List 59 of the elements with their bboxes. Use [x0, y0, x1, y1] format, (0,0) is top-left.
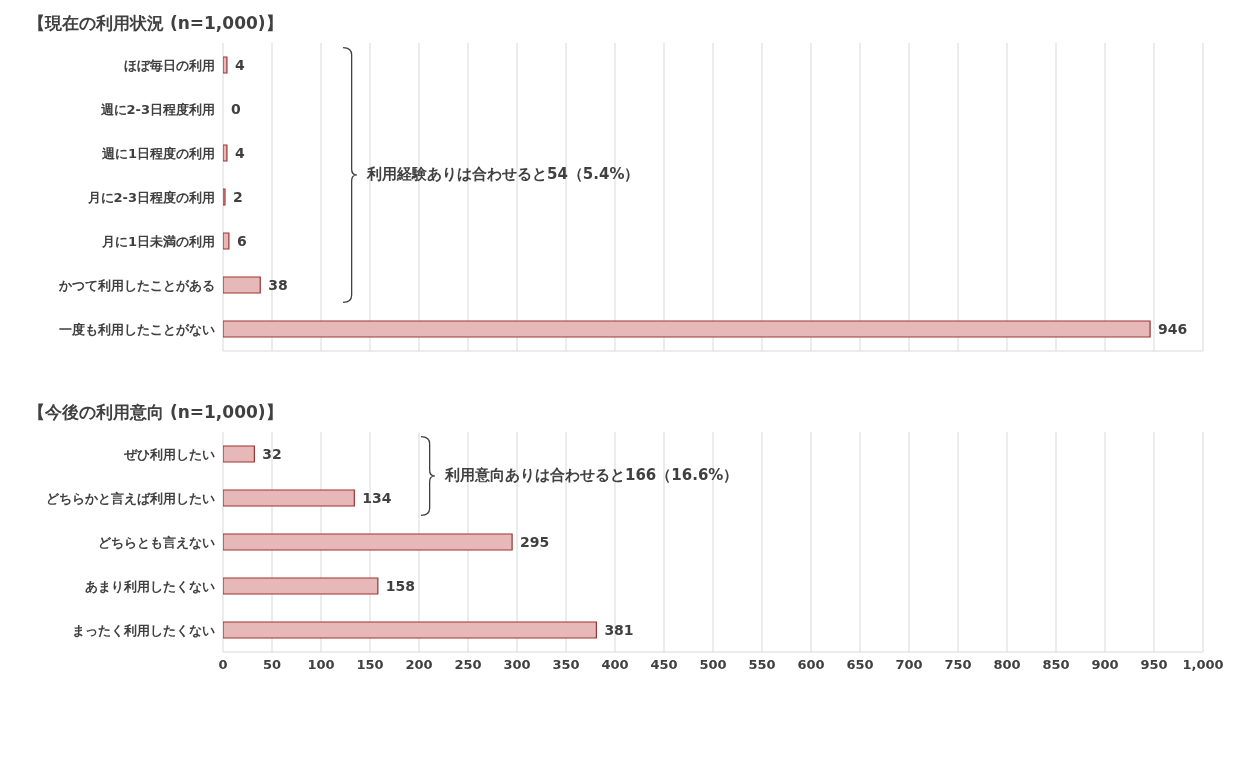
bar — [223, 276, 261, 294]
y-tick-label: かつて利用したことがある — [58, 277, 215, 293]
y-tick-label: 週に1日程度の利用 — [100, 145, 215, 161]
x-tick-label: 1,000 — [1182, 657, 1224, 673]
x-tick-label: 100 — [307, 657, 335, 673]
x-tick-label: 650 — [846, 657, 874, 673]
bar — [223, 56, 228, 74]
bar — [223, 489, 355, 507]
x-tick-label: 0 — [218, 657, 228, 673]
x-tick-label: 800 — [993, 657, 1021, 673]
y-tick-label: ぜひ利用したい — [123, 446, 215, 462]
bar — [223, 320, 1151, 338]
data-label: 381 — [604, 621, 634, 639]
x-tick-label: 500 — [699, 657, 727, 673]
x-tick-label: 850 — [1042, 657, 1070, 673]
annotation: 利用意向ありは合わせると166（16.6%） — [445, 466, 739, 485]
data-label: 4 — [234, 56, 245, 74]
chart-title: 【今後の利用意向 (n=1,000)】 — [27, 401, 284, 424]
bar — [223, 533, 513, 551]
y-tick-label: どちらかと言えば利用したい — [46, 490, 215, 506]
y-tick-label: ほぼ毎日の利用 — [124, 57, 215, 73]
y-tick-label: 月に2-3日程度の利用 — [86, 189, 215, 205]
x-tick-label: 550 — [748, 657, 776, 673]
x-tick-label: 200 — [405, 657, 433, 673]
chart-title: 【現在の利用状況 (n=1,000)】 — [27, 12, 284, 35]
y-tick-label: まったく利用したくない — [72, 622, 215, 638]
bar — [223, 445, 255, 463]
x-tick-label: 750 — [944, 657, 972, 673]
y-tick-label: 一度も利用したことがない — [59, 321, 215, 337]
y-tick-label: どちらとも言えない — [98, 534, 215, 550]
x-tick-label: 400 — [601, 657, 629, 673]
annotation: 利用経験ありは合わせると54（5.4%） — [367, 165, 640, 184]
x-tick-label: 450 — [650, 657, 678, 673]
data-label: 2 — [232, 188, 243, 206]
data-label: 158 — [385, 577, 416, 595]
data-label: 0 — [231, 100, 241, 118]
y-tick-label: 週に2-3日程度利用 — [99, 101, 215, 117]
data-label: 946 — [1158, 320, 1188, 338]
data-label: 4 — [234, 144, 245, 162]
bar — [223, 621, 597, 639]
x-tick-label: 250 — [454, 657, 482, 673]
data-label: 134 — [362, 489, 392, 507]
data-label: 38 — [268, 276, 288, 294]
data-label: 32 — [262, 445, 282, 463]
x-tick-label: 350 — [552, 657, 580, 673]
data-label: 6 — [236, 232, 247, 250]
x-tick-label: 300 — [503, 657, 531, 673]
y-tick-label: あまり利用したくない — [85, 578, 215, 594]
x-tick-label: 900 — [1091, 657, 1119, 673]
bar — [223, 144, 228, 162]
x-tick-label: 50 — [262, 657, 282, 673]
bar — [223, 232, 230, 250]
x-tick-label: 600 — [797, 657, 825, 673]
y-tick-label: 月に1日未満の利用 — [100, 233, 215, 249]
x-tick-label: 150 — [356, 657, 384, 673]
bar — [223, 577, 379, 595]
data-label: 295 — [520, 533, 550, 551]
x-tick-label: 700 — [895, 657, 923, 673]
x-tick-label: 950 — [1140, 657, 1168, 673]
